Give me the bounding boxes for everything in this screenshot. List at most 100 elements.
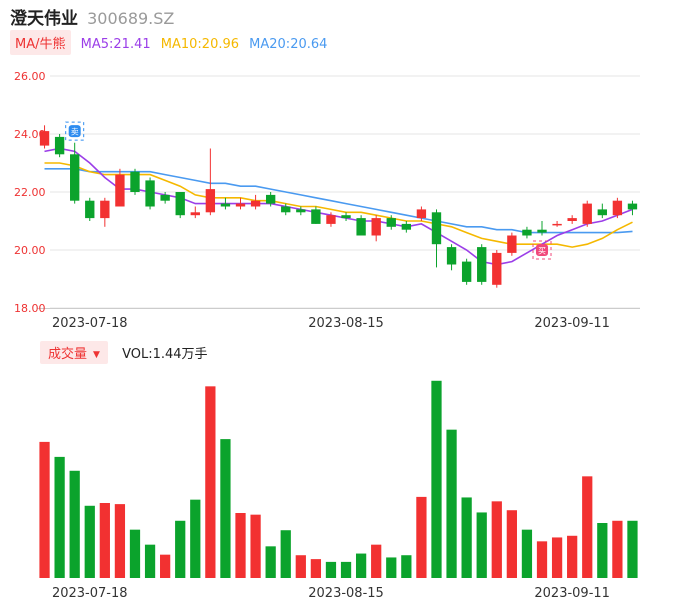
- volume-bar: [551, 537, 563, 578]
- candle: [85, 197, 95, 221]
- ma20-line: [44, 168, 633, 234]
- candle: [70, 142, 80, 204]
- candle-body: [100, 200, 110, 219]
- volume-bar: [129, 529, 141, 578]
- x-tick-label: 2023-07-18: [52, 586, 128, 601]
- candle: [627, 200, 638, 216]
- volume-bar: [521, 529, 533, 578]
- volume-bar: [175, 520, 186, 578]
- volume-bar: [401, 555, 412, 578]
- volume-bar: [160, 554, 171, 578]
- candle-body: [582, 203, 592, 224]
- candle-body: [401, 223, 412, 230]
- ma-indicator-tab[interactable]: MA/牛熊: [10, 30, 71, 55]
- candle: [130, 168, 140, 195]
- candle: [250, 194, 261, 210]
- candle: [341, 212, 351, 221]
- y-tick-label: 26.00: [14, 70, 46, 83]
- price-y-axis: 26.00 24.00 22.00 20.00 18.00: [14, 70, 46, 315]
- volume-bar: [265, 546, 276, 578]
- candle: [507, 232, 517, 256]
- candle-body: [341, 215, 351, 219]
- volume-bars: [39, 380, 638, 578]
- candle-body: [281, 206, 291, 213]
- volume-bar: [114, 504, 126, 578]
- candle-body: [160, 194, 170, 201]
- candle: [386, 215, 396, 230]
- candle-body: [431, 212, 442, 245]
- candle: [446, 244, 457, 271]
- candle: [220, 197, 231, 210]
- x-tick-label: 2023-09-11: [534, 316, 610, 331]
- candle: [522, 226, 532, 239]
- badge-label: 买: [538, 247, 546, 256]
- volume-bar: [325, 561, 337, 578]
- candle-body: [39, 131, 50, 146]
- volume-bar: [431, 380, 442, 578]
- candle: [281, 203, 291, 216]
- volume-value: VOL:1.44万手: [122, 347, 208, 362]
- volume-bar: [355, 553, 367, 578]
- candle-body: [85, 200, 95, 219]
- volume-tab-label: 成交量: [48, 347, 88, 362]
- candle-body: [70, 154, 80, 201]
- candle: [597, 203, 607, 219]
- candle: [567, 215, 577, 224]
- volume-bar: [69, 470, 80, 578]
- candle: [39, 125, 50, 149]
- volume-bar: [582, 476, 593, 578]
- volume-bar: [220, 439, 231, 578]
- volume-bar: [39, 441, 50, 578]
- candle: [582, 200, 592, 227]
- moving-average-lines: [44, 147, 633, 266]
- candle: [265, 192, 276, 207]
- volume-indicator-dropdown[interactable]: 成交量 ▼: [40, 341, 108, 364]
- badge-fill: [536, 244, 549, 256]
- ma5-label: MA5:21.41: [80, 37, 151, 52]
- candle: [115, 168, 125, 207]
- volume-bar: [54, 456, 65, 578]
- volume-bar: [416, 496, 427, 578]
- sell-signal-badge: 卖: [65, 121, 85, 141]
- x-tick-label: 2023-09-11: [534, 586, 610, 601]
- volume-bar: [235, 513, 246, 578]
- candle-body: [326, 215, 336, 224]
- volume-bar: [446, 429, 457, 578]
- candle-body: [296, 209, 306, 213]
- candle-body: [371, 218, 381, 236]
- caret-down-icon: ▼: [93, 350, 100, 360]
- volume-bar: [99, 503, 110, 578]
- candle-body: [537, 229, 547, 233]
- candle-body: [190, 212, 200, 216]
- volume-bar: [612, 520, 623, 578]
- signal-badges: 卖买: [65, 121, 552, 260]
- x-tick-label: 2023-08-15: [308, 316, 384, 331]
- candle: [311, 206, 321, 224]
- candle-body: [507, 235, 517, 253]
- volume-bar: [491, 501, 502, 578]
- volume-bar: [597, 523, 608, 578]
- buy-signal-badge: 买: [532, 240, 552, 260]
- volume-bar: [461, 497, 472, 578]
- volume-x-axis: 2023-07-18 2023-08-15 2023-09-11: [52, 586, 610, 601]
- candle-body: [627, 203, 638, 210]
- volume-bar: [536, 541, 548, 578]
- candle-body: [416, 209, 427, 219]
- volume-bar: [386, 557, 397, 578]
- candlestick-series: [39, 125, 638, 288]
- candle-body: [567, 218, 577, 221]
- candle-body: [492, 252, 502, 285]
- candle-body: [461, 261, 472, 282]
- candle-body: [130, 171, 140, 192]
- candle-body: [311, 209, 321, 224]
- candle-body: [175, 192, 185, 216]
- candle: [401, 221, 412, 233]
- candle: [175, 192, 185, 219]
- stock-code: 300689.SZ: [87, 9, 175, 28]
- volume-bar: [144, 544, 156, 578]
- candle: [160, 192, 170, 204]
- volume-bar: [506, 510, 517, 578]
- candle: [190, 206, 200, 219]
- badge-label: 卖: [71, 128, 79, 137]
